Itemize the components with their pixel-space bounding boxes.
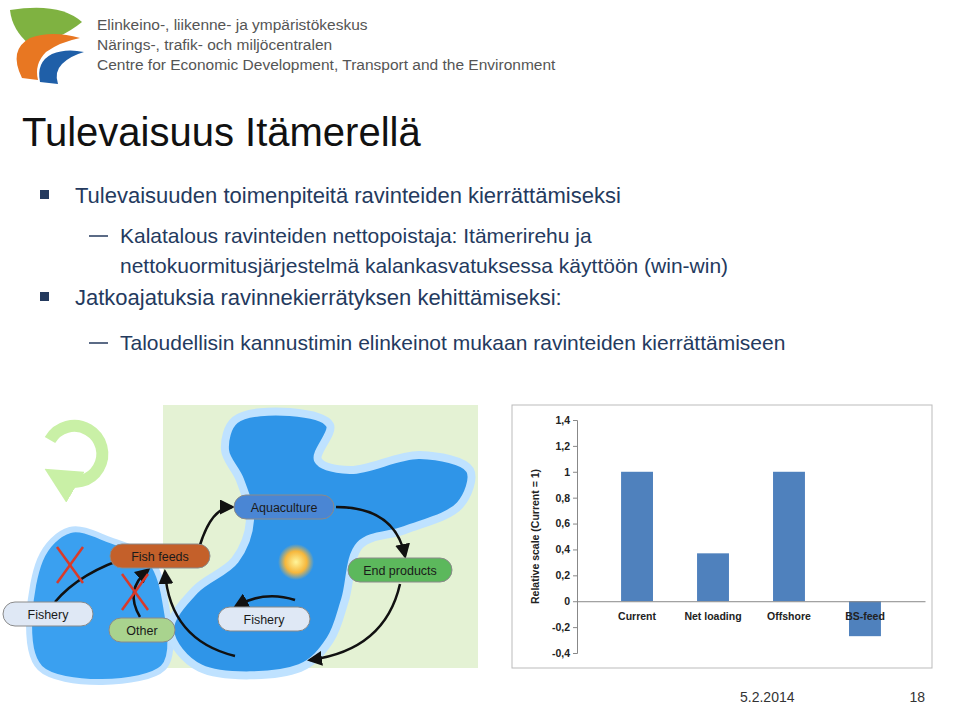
y-tick-mark bbox=[573, 420, 577, 421]
node-pill bbox=[234, 495, 334, 519]
logo bbox=[10, 8, 84, 84]
x-tick-label: BS-feed bbox=[845, 610, 885, 622]
y-tick: 1,4 bbox=[555, 414, 577, 426]
x-tick-label: Current bbox=[618, 610, 656, 622]
y-tick-mark bbox=[573, 472, 577, 473]
x-axis: Current Net loading Offshore BS-feed bbox=[578, 601, 926, 621]
y-tick-label: 1,4 bbox=[555, 414, 570, 426]
node-label: Fishery bbox=[28, 608, 70, 622]
bullets: Tulevaisuuden toimenpiteitä ravinteiden … bbox=[40, 183, 785, 354]
y-axis: -0,4 -0,2 0 0,2 0,4 0,6 0,8 1 1,2 1,4 bbox=[552, 414, 578, 659]
y-tick-label: 0,8 bbox=[555, 492, 570, 504]
y-tick: -0,2 bbox=[552, 621, 577, 633]
footer: 5.2.2014 18 bbox=[740, 689, 925, 705]
y-tick-mark bbox=[573, 446, 577, 447]
x-tick: BS-feed bbox=[845, 601, 885, 621]
x-tick-label: Net loading bbox=[684, 610, 741, 622]
y-axis-line bbox=[573, 421, 578, 654]
y-tick-mark bbox=[573, 601, 577, 602]
logo-blue bbox=[39, 50, 84, 84]
node: Fishery bbox=[218, 607, 310, 631]
x-tick-label: Offshore bbox=[767, 610, 811, 622]
diagram: Aquaculture Fish feeds End products Fishery… bbox=[3, 405, 478, 682]
node-label: Other bbox=[126, 624, 157, 638]
flow-arrow bbox=[200, 507, 232, 545]
y-tick-label: 0,2 bbox=[555, 569, 570, 581]
y-tick: 0,2 bbox=[555, 569, 577, 581]
recycle-icon bbox=[50, 426, 102, 482]
node-label: Fishery bbox=[244, 613, 286, 627]
y-tick-label: 0,4 bbox=[555, 543, 570, 555]
bars bbox=[621, 472, 881, 636]
node-pill bbox=[3, 602, 93, 626]
org-name: Närings-, trafik- och miljöcentralen bbox=[97, 36, 332, 53]
x-tick: Net loading bbox=[684, 601, 741, 621]
org-name: Elinkeino-, liikenne- ja ympäristökeskus bbox=[97, 16, 368, 33]
sub-bullet-text: Taloudellisin kannustimin elinkeinot muk… bbox=[120, 331, 785, 354]
bar bbox=[697, 553, 729, 601]
y-tick-mark bbox=[573, 524, 577, 525]
x-tick: Offshore bbox=[767, 601, 811, 621]
y-tick: 0,4 bbox=[555, 543, 577, 555]
y-tick-label: 1,2 bbox=[555, 440, 570, 452]
flow-arrow bbox=[236, 596, 295, 606]
y-tick: 0,8 bbox=[555, 492, 577, 504]
flow-arrow bbox=[336, 507, 405, 556]
y-tick: 0,6 bbox=[555, 517, 577, 529]
sea-shape bbox=[170, 411, 472, 675]
y-tick: 1 bbox=[564, 466, 577, 478]
sub-bullet-dash bbox=[89, 342, 108, 344]
title: Tulevaisuus Itämerellä bbox=[22, 110, 421, 154]
chart-frame bbox=[512, 405, 932, 668]
sub-bullet-dash bbox=[89, 235, 108, 237]
y-tick: 0 bbox=[564, 595, 577, 607]
node: End products bbox=[348, 558, 452, 582]
bullet-marker bbox=[40, 190, 49, 199]
node-pill bbox=[109, 618, 175, 642]
y-tick-label: 1 bbox=[564, 466, 570, 478]
node-label: Fish feeds bbox=[131, 550, 189, 564]
y-tick-label: 0 bbox=[564, 595, 570, 607]
node: Fish feeds bbox=[110, 544, 210, 568]
y-tick: 1,2 bbox=[555, 440, 577, 452]
y-tick-mark bbox=[573, 575, 577, 576]
y-tick-label: -0,2 bbox=[552, 621, 570, 633]
node-label: End products bbox=[363, 564, 437, 578]
y-axis-title: Relative scale (Current = 1) bbox=[529, 469, 541, 604]
node-label: Aquaculture bbox=[251, 501, 318, 515]
footer-date: 5.2.2014 bbox=[740, 689, 795, 705]
y-tick-label: 0,6 bbox=[555, 517, 570, 529]
y-tick-mark bbox=[573, 627, 577, 628]
node-pill bbox=[110, 544, 210, 568]
y-tick: -0,4 bbox=[552, 647, 577, 659]
sub-bullet-text: Kalatalous ravinteiden nettopoistaja: It… bbox=[120, 224, 592, 247]
y-tick-label: -0,4 bbox=[552, 647, 570, 659]
y-tick-mark bbox=[573, 549, 577, 550]
y-tick-mark bbox=[573, 498, 577, 499]
node-pill bbox=[218, 607, 310, 631]
chart: -0,4 -0,2 0 0,2 0,4 0,6 0,8 1 1,2 1,4 Current Net l… bbox=[512, 405, 932, 668]
blocked-cross bbox=[122, 574, 148, 610]
x-tick: Current bbox=[618, 601, 656, 621]
bar bbox=[773, 472, 805, 601]
blocked-cross bbox=[57, 547, 83, 583]
slide: Elinkeino-, liikenne- ja ympäristökeskus… bbox=[0, 0, 960, 706]
node-pill bbox=[348, 558, 452, 582]
x-axis-line bbox=[578, 601, 926, 602]
header: Elinkeino-, liikenne- ja ympäristökeskus… bbox=[97, 16, 556, 73]
bullet-marker bbox=[40, 292, 49, 301]
node: Aquaculture bbox=[234, 495, 334, 519]
page-number: 18 bbox=[909, 689, 925, 705]
sub-bullet-text: nettokuormitusjärjestelmä kalankasvatuks… bbox=[120, 254, 728, 277]
y-tick-mark bbox=[573, 653, 577, 654]
bar bbox=[621, 472, 653, 601]
node: Fishery bbox=[3, 602, 93, 626]
bullet-text: Jatkoajatuksia ravinnekierrätyksen kehit… bbox=[75, 285, 562, 310]
nutrient-glow bbox=[278, 544, 314, 580]
node: Other bbox=[109, 618, 175, 642]
flow-arrow bbox=[310, 584, 400, 660]
org-name: Centre for Economic Development, Transpo… bbox=[97, 56, 556, 73]
bullet-text: Tulevaisuuden toimenpiteitä ravinteiden … bbox=[75, 183, 621, 208]
